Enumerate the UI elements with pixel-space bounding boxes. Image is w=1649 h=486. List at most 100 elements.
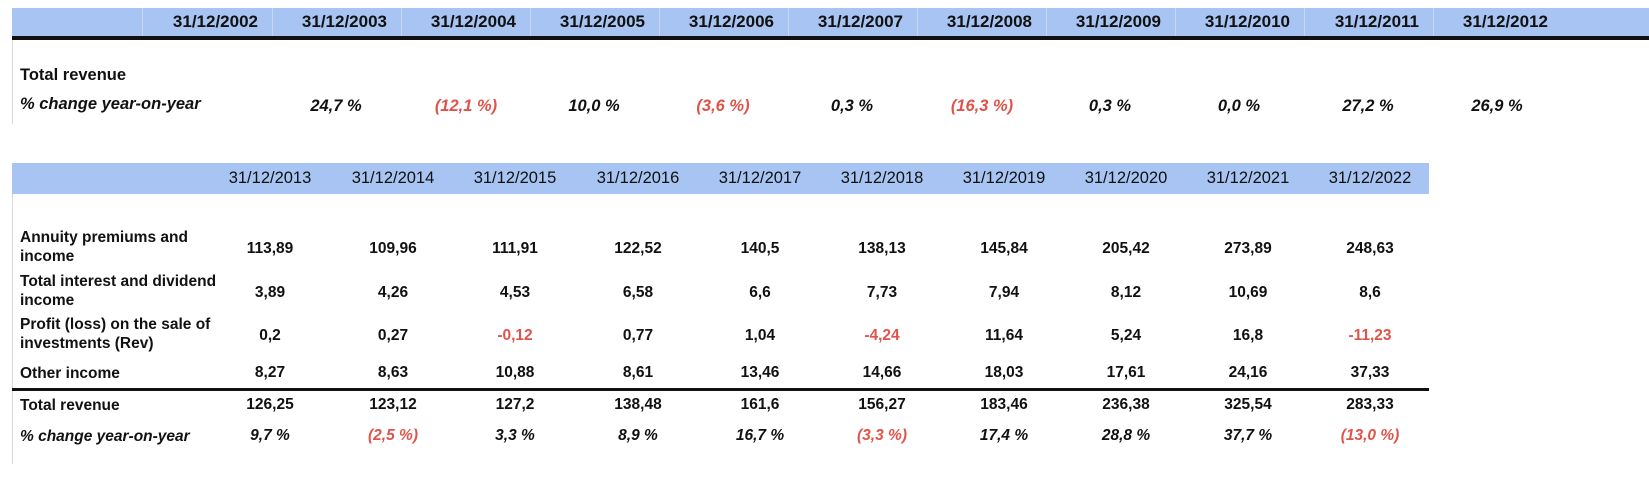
header-divider [272, 8, 273, 36]
table2-year-header: 31/12/2014 [351, 169, 435, 187]
table2-cell: 13,46 [740, 364, 780, 381]
header-divider [1433, 8, 1434, 36]
table2-cell: 4,26 [377, 284, 409, 301]
table2-cell: 7,94 [988, 284, 1020, 301]
table1-pct-cell: 0,0 % [1217, 97, 1261, 115]
table2-cell: (2,5 %) [368, 427, 418, 444]
table2-year-header: 31/12/2016 [596, 169, 680, 187]
table2-row-label: Annuity premiums and income [20, 229, 188, 265]
table2-cell: 10,88 [495, 364, 535, 381]
table2-cell: 123,12 [369, 396, 417, 413]
table2-cell: 156,27 [858, 396, 906, 413]
table2-cell: 8,9 % [618, 427, 658, 444]
table2-cell: 5,24 [1110, 327, 1142, 344]
grid-line [12, 194, 13, 464]
table2-year-header: 31/12/2021 [1206, 169, 1290, 187]
header-divider [788, 8, 789, 36]
table1-pct-cell: (16,3 %) [950, 97, 1014, 115]
table2-cell: 37,7 % [1223, 427, 1273, 444]
table2-cell: -0,12 [497, 327, 533, 344]
table2-row-label: Total revenue [20, 397, 120, 414]
table2-cell: (3,3 %) [857, 427, 907, 444]
table2-year-header: 31/12/2017 [718, 169, 802, 187]
table2-cell: 18,03 [984, 364, 1024, 381]
table2-year-header: 31/12/2013 [228, 169, 312, 187]
table2-cell: 138,48 [614, 396, 662, 413]
table2-row-label: Total interest and dividend income [20, 273, 217, 309]
table2-cell: 283,33 [1346, 396, 1394, 413]
table2-cell: 11,64 [985, 327, 1023, 344]
table2-cell: 248,63 [1346, 240, 1394, 257]
table1-year-header: 31/12/2008 [946, 12, 1032, 31]
table2-cell: -11,23 [1348, 327, 1392, 344]
table2-cell: 8,6 [1359, 284, 1381, 301]
table2-cell: 140,5 [740, 240, 780, 257]
table1-year-header: 31/12/2003 [301, 12, 387, 31]
table2-cell: 10,69 [1228, 284, 1268, 301]
table2-cell: 161,6 [740, 396, 780, 413]
header-divider [401, 8, 402, 36]
table2-cell: 236,38 [1102, 396, 1150, 413]
table2-cell: 122,52 [614, 240, 662, 257]
table2-cell: 273,89 [1224, 240, 1272, 257]
table2-cell: 9,7 % [250, 427, 290, 444]
header-divider [1175, 8, 1176, 36]
table2-cell: 145,84 [980, 240, 1028, 257]
table2-cell: 16,7 % [735, 427, 785, 444]
table1-header: 31/12/2002 31/12/2003 31/12/2004 31/12/2005… [12, 8, 1649, 40]
table2-cell: 111,91 [492, 240, 538, 257]
table2-year-header: 31/12/2019 [962, 169, 1046, 187]
grid-line [12, 40, 13, 124]
table1-year-header: 31/12/2005 [559, 12, 645, 31]
table1-pct-cell: 0,3 % [830, 97, 874, 115]
table2-cell: 0,2 [259, 327, 281, 344]
table1-pct-cell: 10,0 % [568, 97, 620, 115]
table2-cell: 6,58 [622, 284, 654, 301]
table1-year-header: 31/12/2006 [688, 12, 774, 31]
table2-cell: 28,8 % [1101, 427, 1151, 444]
table2-cell: 138,13 [858, 240, 906, 257]
table2-cell: 8,12 [1110, 284, 1142, 301]
table2-cell: 8,61 [622, 364, 654, 381]
table2-cell: 0,27 [377, 327, 409, 344]
table2-cell: 24,16 [1228, 364, 1268, 381]
table2-row-label: % change year-on-year [20, 428, 190, 445]
table2-cell: 7,73 [866, 284, 898, 301]
table2-cell: 17,4 % [979, 427, 1029, 444]
table2-cell: 205,42 [1102, 240, 1150, 257]
table1-year-header: 31/12/2011 [1334, 12, 1419, 31]
table2-year-header: 31/12/2022 [1328, 169, 1412, 187]
table1-pct-cell: 27,2 % [1342, 97, 1394, 115]
total-separator [12, 388, 1429, 391]
table2-cell: 16,8 [1232, 327, 1264, 344]
table2-year-header: 31/12/2020 [1084, 169, 1168, 187]
table1-pct-cell: 0,3 % [1088, 97, 1132, 115]
table2-cell: (13,0 %) [1340, 427, 1400, 444]
table1-total-revenue-label: Total revenue [20, 66, 127, 84]
table2-year-header: 31/12/2015 [473, 169, 557, 187]
table2-cell: 6,6 [749, 284, 771, 301]
table2-row-label: Other income [20, 365, 120, 382]
header-divider [659, 8, 660, 36]
header-divider [917, 8, 918, 36]
table2-cell: 37,33 [1350, 364, 1390, 381]
table2-cell: 183,46 [980, 396, 1028, 413]
table2-cell: 4,53 [499, 284, 531, 301]
table1-pct-cell: (12,1 %) [434, 97, 498, 115]
table1-year-header: 31/12/2012 [1462, 12, 1548, 31]
header-divider [1046, 8, 1047, 36]
table1-year-header: 31/12/2004 [430, 12, 516, 31]
table2-year-header: 31/12/2018 [840, 169, 924, 187]
table2-header: 31/12/2013 31/12/2014 31/12/2015 31/12/2016… [12, 163, 1429, 194]
header-divider [1304, 8, 1305, 36]
header-divider [142, 8, 143, 36]
table2-cell: -4,24 [864, 327, 900, 344]
table2-cell: 1,04 [744, 327, 776, 344]
table2-cell: 8,63 [377, 364, 409, 381]
table1-pct-cell: 24,7 % [310, 97, 362, 115]
table2-cell: 126,25 [246, 396, 294, 413]
table1-pct-cell: 26,9 % [1471, 97, 1523, 115]
table2-cell: 109,96 [369, 240, 417, 257]
table1-year-header: 31/12/2009 [1075, 12, 1161, 31]
table1-year-header: 31/12/2010 [1204, 12, 1290, 31]
